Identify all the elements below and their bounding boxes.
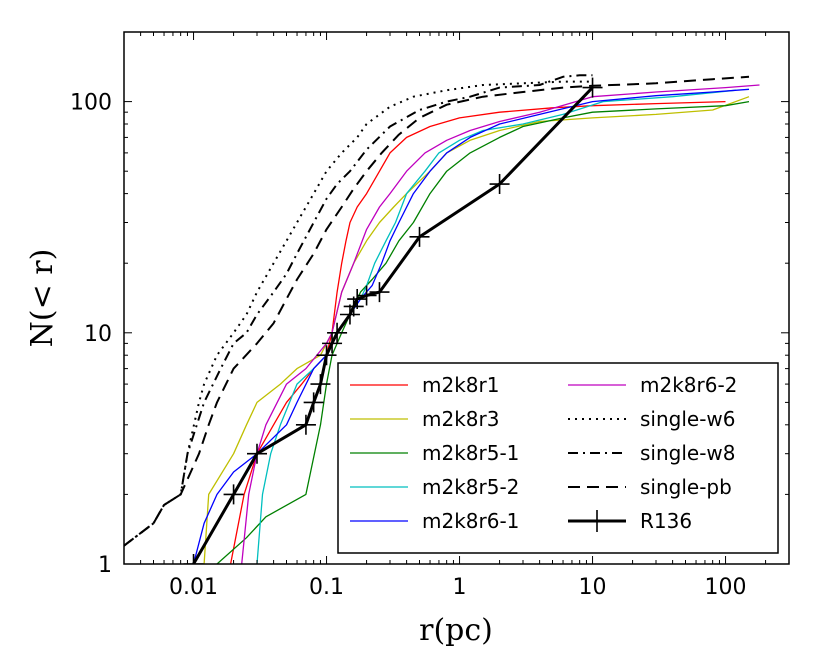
data-point-r136 — [339, 304, 360, 325]
legend-label-m2k8r5-2: m2k8r5-2 — [422, 475, 519, 499]
legend-label-m2k8r6-2: m2k8r6-2 — [640, 373, 737, 397]
data-point-r136 — [247, 443, 267, 464]
series-line-single-w8 — [124, 74, 593, 547]
legend-label-m2k8r1: m2k8r1 — [422, 373, 499, 397]
legend-label-m2k8r5-1: m2k8r5-1 — [422, 441, 519, 465]
data-point-r136 — [489, 174, 510, 195]
series-line-single-pb — [124, 75, 750, 547]
y-tick-label: 1 — [98, 553, 112, 578]
data-point-r136 — [303, 392, 324, 413]
data-point-r136 — [310, 374, 331, 395]
x-tick-label: 100 — [705, 575, 747, 600]
legend: m2k8r1 m2k8r3 m2k8r5-1 m2k8r5-2 m2k8r6-1 m2k8… — [337, 362, 779, 554]
series-line-m2k8r5-1 — [216, 100, 750, 564]
axis-ticks: 0.01 0.1 1 10 100 1 10 100 — [70, 31, 790, 600]
axes-frame — [123, 31, 790, 565]
legend-label-single-pb: single-pb — [640, 475, 732, 499]
data-point-r136 — [582, 77, 603, 98]
series-line-m2k8r1 — [229, 100, 726, 564]
data-point-r136 — [356, 285, 377, 306]
y-tick-label: 10 — [84, 322, 112, 347]
legend-label-r136: R136 — [640, 509, 692, 533]
data-point-r136 — [347, 289, 368, 310]
data-point-r136 — [369, 282, 390, 303]
y-axis-label: N(< r) — [25, 249, 60, 348]
data-point-r136 — [223, 484, 244, 505]
y-tick-label: 100 — [70, 91, 112, 116]
x-axis-label: r(pc) — [419, 613, 493, 648]
legend-label-single-w6: single-w6 — [640, 407, 736, 431]
data-point-r136 — [295, 414, 316, 435]
plot-area — [124, 74, 760, 564]
data-point-r136 — [322, 333, 343, 354]
series-line-m2k8r6-2 — [241, 84, 760, 564]
data-point-r136 — [316, 345, 337, 366]
legend-label-single-w8: single-w8 — [640, 441, 736, 465]
x-tick-label: 1 — [453, 575, 467, 600]
series-line-m2k8r6-1 — [192, 88, 750, 564]
legend-label-m2k8r3: m2k8r3 — [422, 407, 499, 431]
legend-label-m2k8r6-1: m2k8r6-1 — [422, 509, 519, 533]
x-tick-label: 0.01 — [169, 575, 218, 600]
data-point-r136 — [409, 226, 430, 247]
legend-box — [337, 362, 779, 554]
series-line-m2k8r5-2 — [256, 89, 737, 564]
series-line-single-w6 — [124, 80, 593, 547]
x-tick-label: 10 — [579, 575, 607, 600]
data-point-r136 — [327, 322, 348, 343]
x-tick-label: 0.1 — [309, 575, 344, 600]
